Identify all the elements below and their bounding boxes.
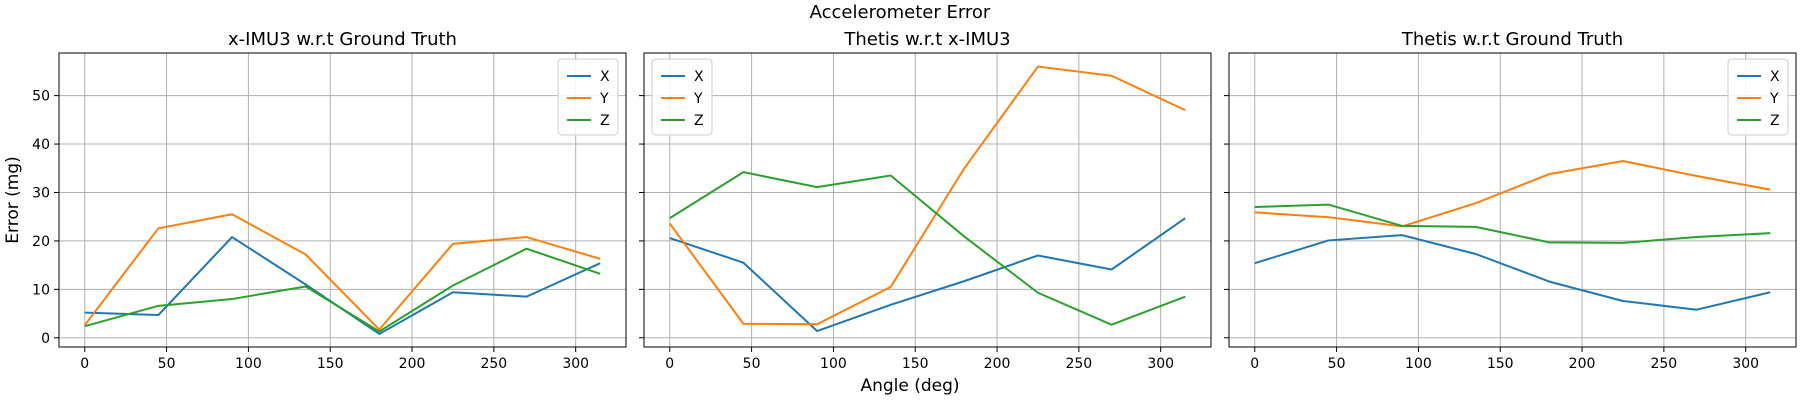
- legend-label-y: Y: [1769, 91, 1779, 107]
- series-line-y: [1254, 160, 1771, 228]
- x-tick-label: 50: [158, 356, 176, 372]
- legend: XYZ: [557, 58, 619, 136]
- series-line-x: [1254, 234, 1771, 311]
- x-tick-label: 100: [235, 356, 262, 372]
- x-tick-label: 0: [665, 356, 674, 372]
- shared-x-axis-label: Angle (deg): [860, 376, 959, 396]
- legend-label-x: X: [600, 69, 610, 85]
- y-tick-label: 30: [32, 185, 50, 201]
- subplot-title: x-IMU3 w.r.t Ground Truth: [228, 29, 457, 50]
- x-tick-label: 0: [1250, 356, 1259, 372]
- subplot-title: Thetis w.r.t Ground Truth: [1401, 29, 1623, 50]
- series-line-y: [668, 65, 1186, 326]
- y-tick-label: 50: [32, 89, 50, 105]
- x-tick-label: 300: [1147, 356, 1174, 372]
- legend: XYZ: [1727, 58, 1789, 136]
- legend-label-z: Z: [1770, 113, 1780, 129]
- x-tick-label: 250: [480, 356, 507, 372]
- y-tick-label: 40: [32, 137, 50, 153]
- y-tick-label: 0: [41, 331, 50, 347]
- x-tick-label: 0: [80, 356, 89, 372]
- series-line-z: [84, 247, 601, 333]
- legend-label-x: X: [694, 69, 704, 85]
- subplot-title: Thetis w.r.t x-IMU3: [843, 29, 1010, 50]
- y-tick-label: 20: [32, 234, 50, 250]
- legend-label-x: X: [1770, 69, 1780, 85]
- subplot-1: 0 50 100 150 200 250 300 0 10 20 30 40 50 x-IMU3 w.r.…: [32, 29, 627, 372]
- axes-frame: [58, 52, 627, 348]
- legend-label-z: Z: [694, 113, 704, 129]
- x-tick-label: 100: [1405, 356, 1432, 372]
- x-tick-label: 150: [317, 356, 344, 372]
- legend-label-y: Y: [693, 91, 703, 107]
- series-line-z: [669, 171, 1186, 326]
- figure-suptitle: Accelerometer Error: [810, 2, 991, 23]
- subplot-panels: 0 50 100 150 200 250 300 0 10 20 30 40 50 x-IMU3 w.r.…: [32, 29, 1797, 372]
- series-line-x: [669, 217, 1186, 333]
- x-tick-label: 200: [399, 356, 426, 372]
- x-tick-label: 300: [1732, 356, 1759, 372]
- legend-label-y: Y: [599, 91, 609, 107]
- x-tick-label: 250: [1650, 356, 1677, 372]
- axes-frame: [643, 52, 1212, 348]
- legend-label-z: Z: [600, 113, 610, 129]
- x-tick-label: 200: [1569, 356, 1596, 372]
- x-tick-label: 250: [1065, 356, 1092, 372]
- subplot-3: 0 50 100 150 200 250 300 Thetis w.r.t Ground Tr…: [1224, 29, 1797, 372]
- series-line-z: [1254, 203, 1771, 244]
- x-tick-label: 50: [1328, 356, 1346, 372]
- subplot-2: 0 50 100 150 200 250 300 Thetis w.r.t x-IMU3 XYZ: [639, 29, 1212, 372]
- x-tick-label: 150: [902, 356, 929, 372]
- legend: XYZ: [651, 58, 713, 136]
- y-tick-label: 10: [32, 282, 50, 298]
- axes-frame: [1228, 52, 1797, 348]
- x-tick-label: 100: [820, 356, 847, 372]
- x-tick-label: 50: [743, 356, 761, 372]
- shared-y-axis-label: Error (mg): [3, 156, 23, 243]
- x-tick-label: 200: [984, 356, 1011, 372]
- series-line-y: [83, 213, 601, 331]
- x-tick-label: 300: [562, 356, 589, 372]
- x-tick-label: 150: [1487, 356, 1514, 372]
